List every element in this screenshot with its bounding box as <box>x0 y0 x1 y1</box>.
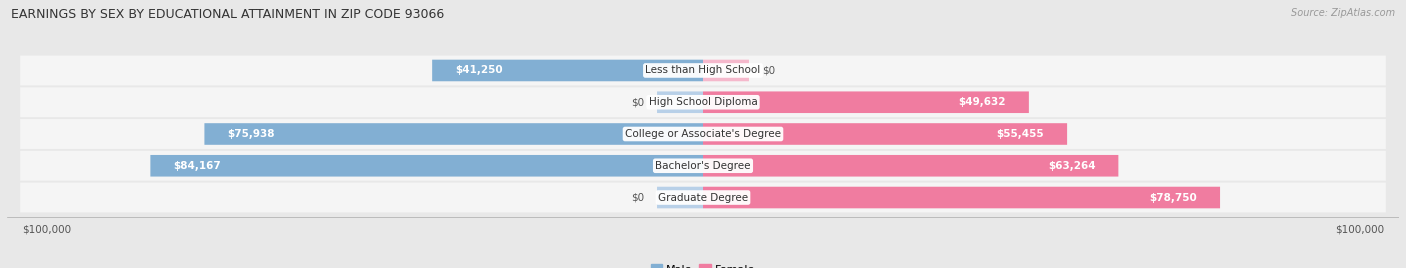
Text: Bachelor's Degree: Bachelor's Degree <box>655 161 751 171</box>
Text: $0: $0 <box>631 192 644 203</box>
Text: $0: $0 <box>762 65 775 76</box>
FancyBboxPatch shape <box>703 155 1118 177</box>
Text: $0: $0 <box>631 97 644 107</box>
Text: Less than High School: Less than High School <box>645 65 761 76</box>
FancyBboxPatch shape <box>703 123 1067 145</box>
Text: $41,250: $41,250 <box>456 65 503 76</box>
FancyBboxPatch shape <box>20 87 1386 117</box>
Text: $75,938: $75,938 <box>228 129 276 139</box>
FancyBboxPatch shape <box>657 187 703 208</box>
FancyBboxPatch shape <box>703 91 1029 113</box>
Legend: Male, Female: Male, Female <box>647 260 759 268</box>
Text: $84,167: $84,167 <box>173 161 221 171</box>
Text: College or Associate's Degree: College or Associate's Degree <box>626 129 780 139</box>
FancyBboxPatch shape <box>20 119 1386 149</box>
Text: Source: ZipAtlas.com: Source: ZipAtlas.com <box>1291 8 1395 18</box>
Text: $55,455: $55,455 <box>997 129 1045 139</box>
FancyBboxPatch shape <box>20 55 1386 85</box>
FancyBboxPatch shape <box>703 60 749 81</box>
Text: Graduate Degree: Graduate Degree <box>658 192 748 203</box>
FancyBboxPatch shape <box>150 155 703 177</box>
Text: $63,264: $63,264 <box>1047 161 1095 171</box>
FancyBboxPatch shape <box>432 60 703 81</box>
Text: $49,632: $49,632 <box>959 97 1005 107</box>
FancyBboxPatch shape <box>703 187 1220 208</box>
FancyBboxPatch shape <box>20 183 1386 213</box>
FancyBboxPatch shape <box>657 91 703 113</box>
Text: High School Diploma: High School Diploma <box>648 97 758 107</box>
FancyBboxPatch shape <box>20 151 1386 181</box>
Text: EARNINGS BY SEX BY EDUCATIONAL ATTAINMENT IN ZIP CODE 93066: EARNINGS BY SEX BY EDUCATIONAL ATTAINMEN… <box>11 8 444 21</box>
Text: $78,750: $78,750 <box>1149 192 1197 203</box>
FancyBboxPatch shape <box>204 123 703 145</box>
